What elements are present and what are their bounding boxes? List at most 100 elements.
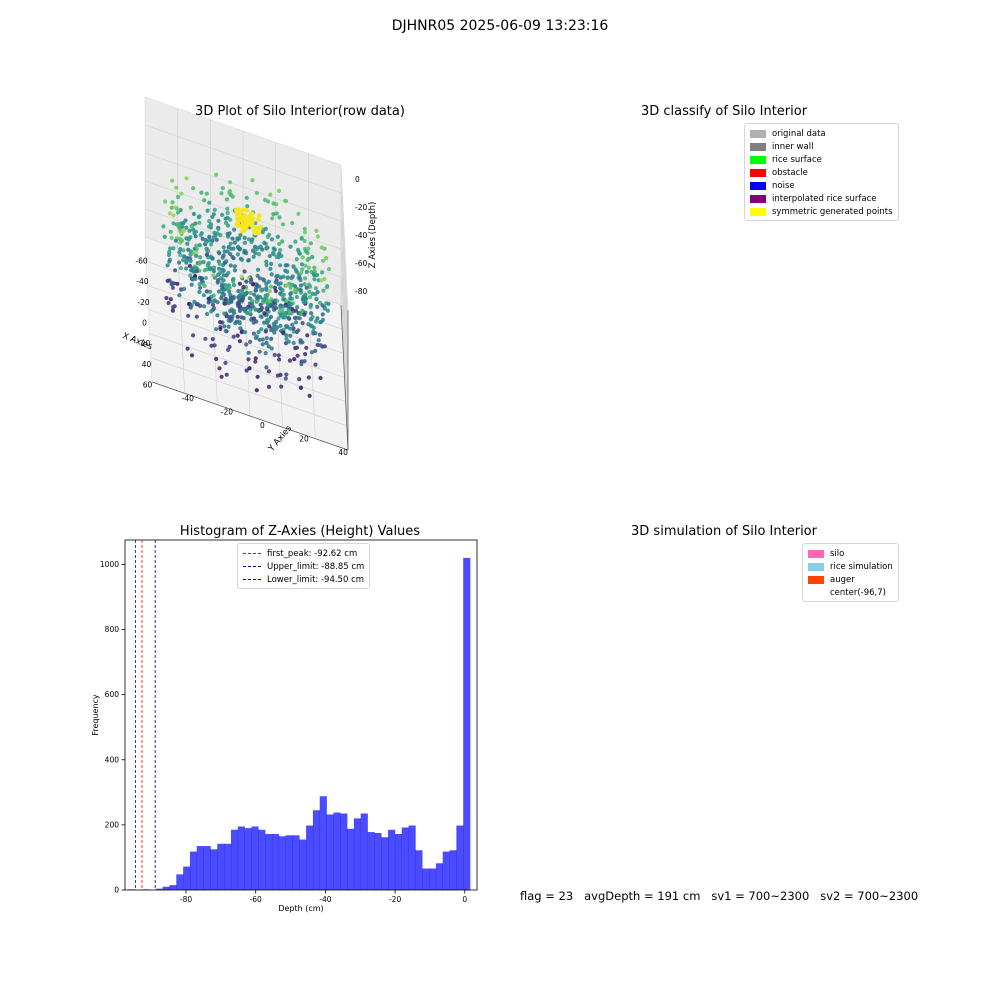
scatter-point <box>264 259 269 264</box>
scatter-point <box>315 234 320 239</box>
scatter-point <box>297 251 302 256</box>
scatter-point <box>248 290 253 295</box>
scatter-point <box>277 215 282 220</box>
legend-label: Lower_limit: -94.50 cm <box>267 574 365 585</box>
scatter-point <box>224 259 229 264</box>
scatter-point <box>221 245 226 250</box>
legend-line <box>243 579 261 580</box>
scatter-point <box>192 246 197 252</box>
scatter-point <box>230 236 235 241</box>
scatter-point <box>250 298 255 303</box>
histogram-bar <box>401 827 409 890</box>
scatter-point <box>262 320 267 325</box>
scatter-point <box>205 208 210 213</box>
scatter-point <box>219 283 224 288</box>
histogram-bar <box>388 829 396 890</box>
scatter-point <box>194 250 199 255</box>
histogram-bar <box>224 843 232 890</box>
histogram-bar <box>381 837 389 890</box>
scatter-point <box>171 213 176 218</box>
scatter-point <box>266 384 272 389</box>
scatter-point <box>319 278 324 283</box>
z-axis-label: Z Axies (Depth) <box>368 202 378 269</box>
scatter-point <box>271 250 276 255</box>
scatter-point <box>310 254 315 260</box>
scatter-point <box>293 308 298 313</box>
scatter-point <box>317 332 322 337</box>
scatter-point <box>209 343 214 348</box>
scatter-point <box>309 269 314 274</box>
scatter-point <box>244 306 249 311</box>
scatter-point <box>321 258 326 263</box>
scatter-point <box>164 295 169 301</box>
scatter-point <box>235 221 240 227</box>
scatter-point <box>242 235 247 240</box>
scatter-point <box>171 246 176 251</box>
scatter-point <box>302 230 307 235</box>
scatter-point <box>281 297 286 302</box>
scatter-point <box>278 308 283 313</box>
histogram-bar <box>230 829 239 890</box>
x-tick-label: -40 <box>319 895 331 904</box>
y-tick-label: 400 <box>105 755 120 764</box>
scatter-point <box>236 295 241 301</box>
scatter-point <box>225 215 230 220</box>
scatter-point <box>296 328 301 333</box>
scatter-point <box>239 306 244 311</box>
scatter-point <box>291 340 296 346</box>
scatter-point <box>302 226 307 231</box>
grid-line <box>144 124 342 194</box>
scatter-point <box>161 224 166 229</box>
scatter-point <box>302 359 307 364</box>
scatter-point <box>283 199 289 204</box>
scatter-point <box>167 250 172 255</box>
scatter-point <box>250 304 255 309</box>
scatter-point <box>263 329 268 334</box>
scatter-point <box>322 306 327 311</box>
scatter-point <box>253 359 258 364</box>
histogram-frame <box>124 539 478 891</box>
scatter-point <box>267 299 272 304</box>
scatter-point <box>260 337 265 342</box>
scatter-point <box>188 205 193 210</box>
scatter-point <box>227 180 233 185</box>
classify-legend-item: original data <box>750 127 893 140</box>
simulation-legend-item: silo <box>808 547 893 560</box>
scatter-point <box>240 297 245 303</box>
scatter-point <box>228 251 233 257</box>
scatter-point <box>322 246 327 251</box>
scatter-point <box>290 274 295 279</box>
x-tick-label: 20 <box>141 339 151 348</box>
scatter-point <box>193 229 199 234</box>
scatter-point <box>306 322 311 327</box>
scatter-point <box>184 236 189 241</box>
scatter-point <box>294 345 300 350</box>
scatter-point <box>207 219 212 224</box>
scatter-point <box>237 247 242 252</box>
scatter-point <box>210 256 215 261</box>
scatter-point <box>255 374 260 379</box>
scatter-point <box>278 248 283 253</box>
y-tick-label: 0 <box>260 421 265 430</box>
scatter-point <box>256 230 261 236</box>
scatter-point <box>298 283 303 288</box>
histogram-bar <box>292 835 300 890</box>
scatter-point <box>297 275 302 280</box>
scatter-point <box>260 342 265 347</box>
scatter-point <box>200 276 205 281</box>
scatter-point <box>298 288 303 293</box>
scatter-point <box>206 300 211 305</box>
legend-label: silo <box>830 548 845 559</box>
scatter-point <box>203 237 208 243</box>
classify-legend-item: symmetric generated points <box>750 205 893 218</box>
scatter-point <box>203 336 208 341</box>
scatter-point <box>219 191 224 196</box>
legend-swatch <box>808 562 824 571</box>
scatter-point <box>175 281 180 286</box>
x-tick-label: -60 <box>135 256 147 265</box>
scatter-point <box>322 344 327 349</box>
scatter-point <box>284 283 289 288</box>
scatter-point <box>257 349 262 354</box>
scatter-point <box>190 277 195 282</box>
histogram-bar <box>244 828 252 890</box>
